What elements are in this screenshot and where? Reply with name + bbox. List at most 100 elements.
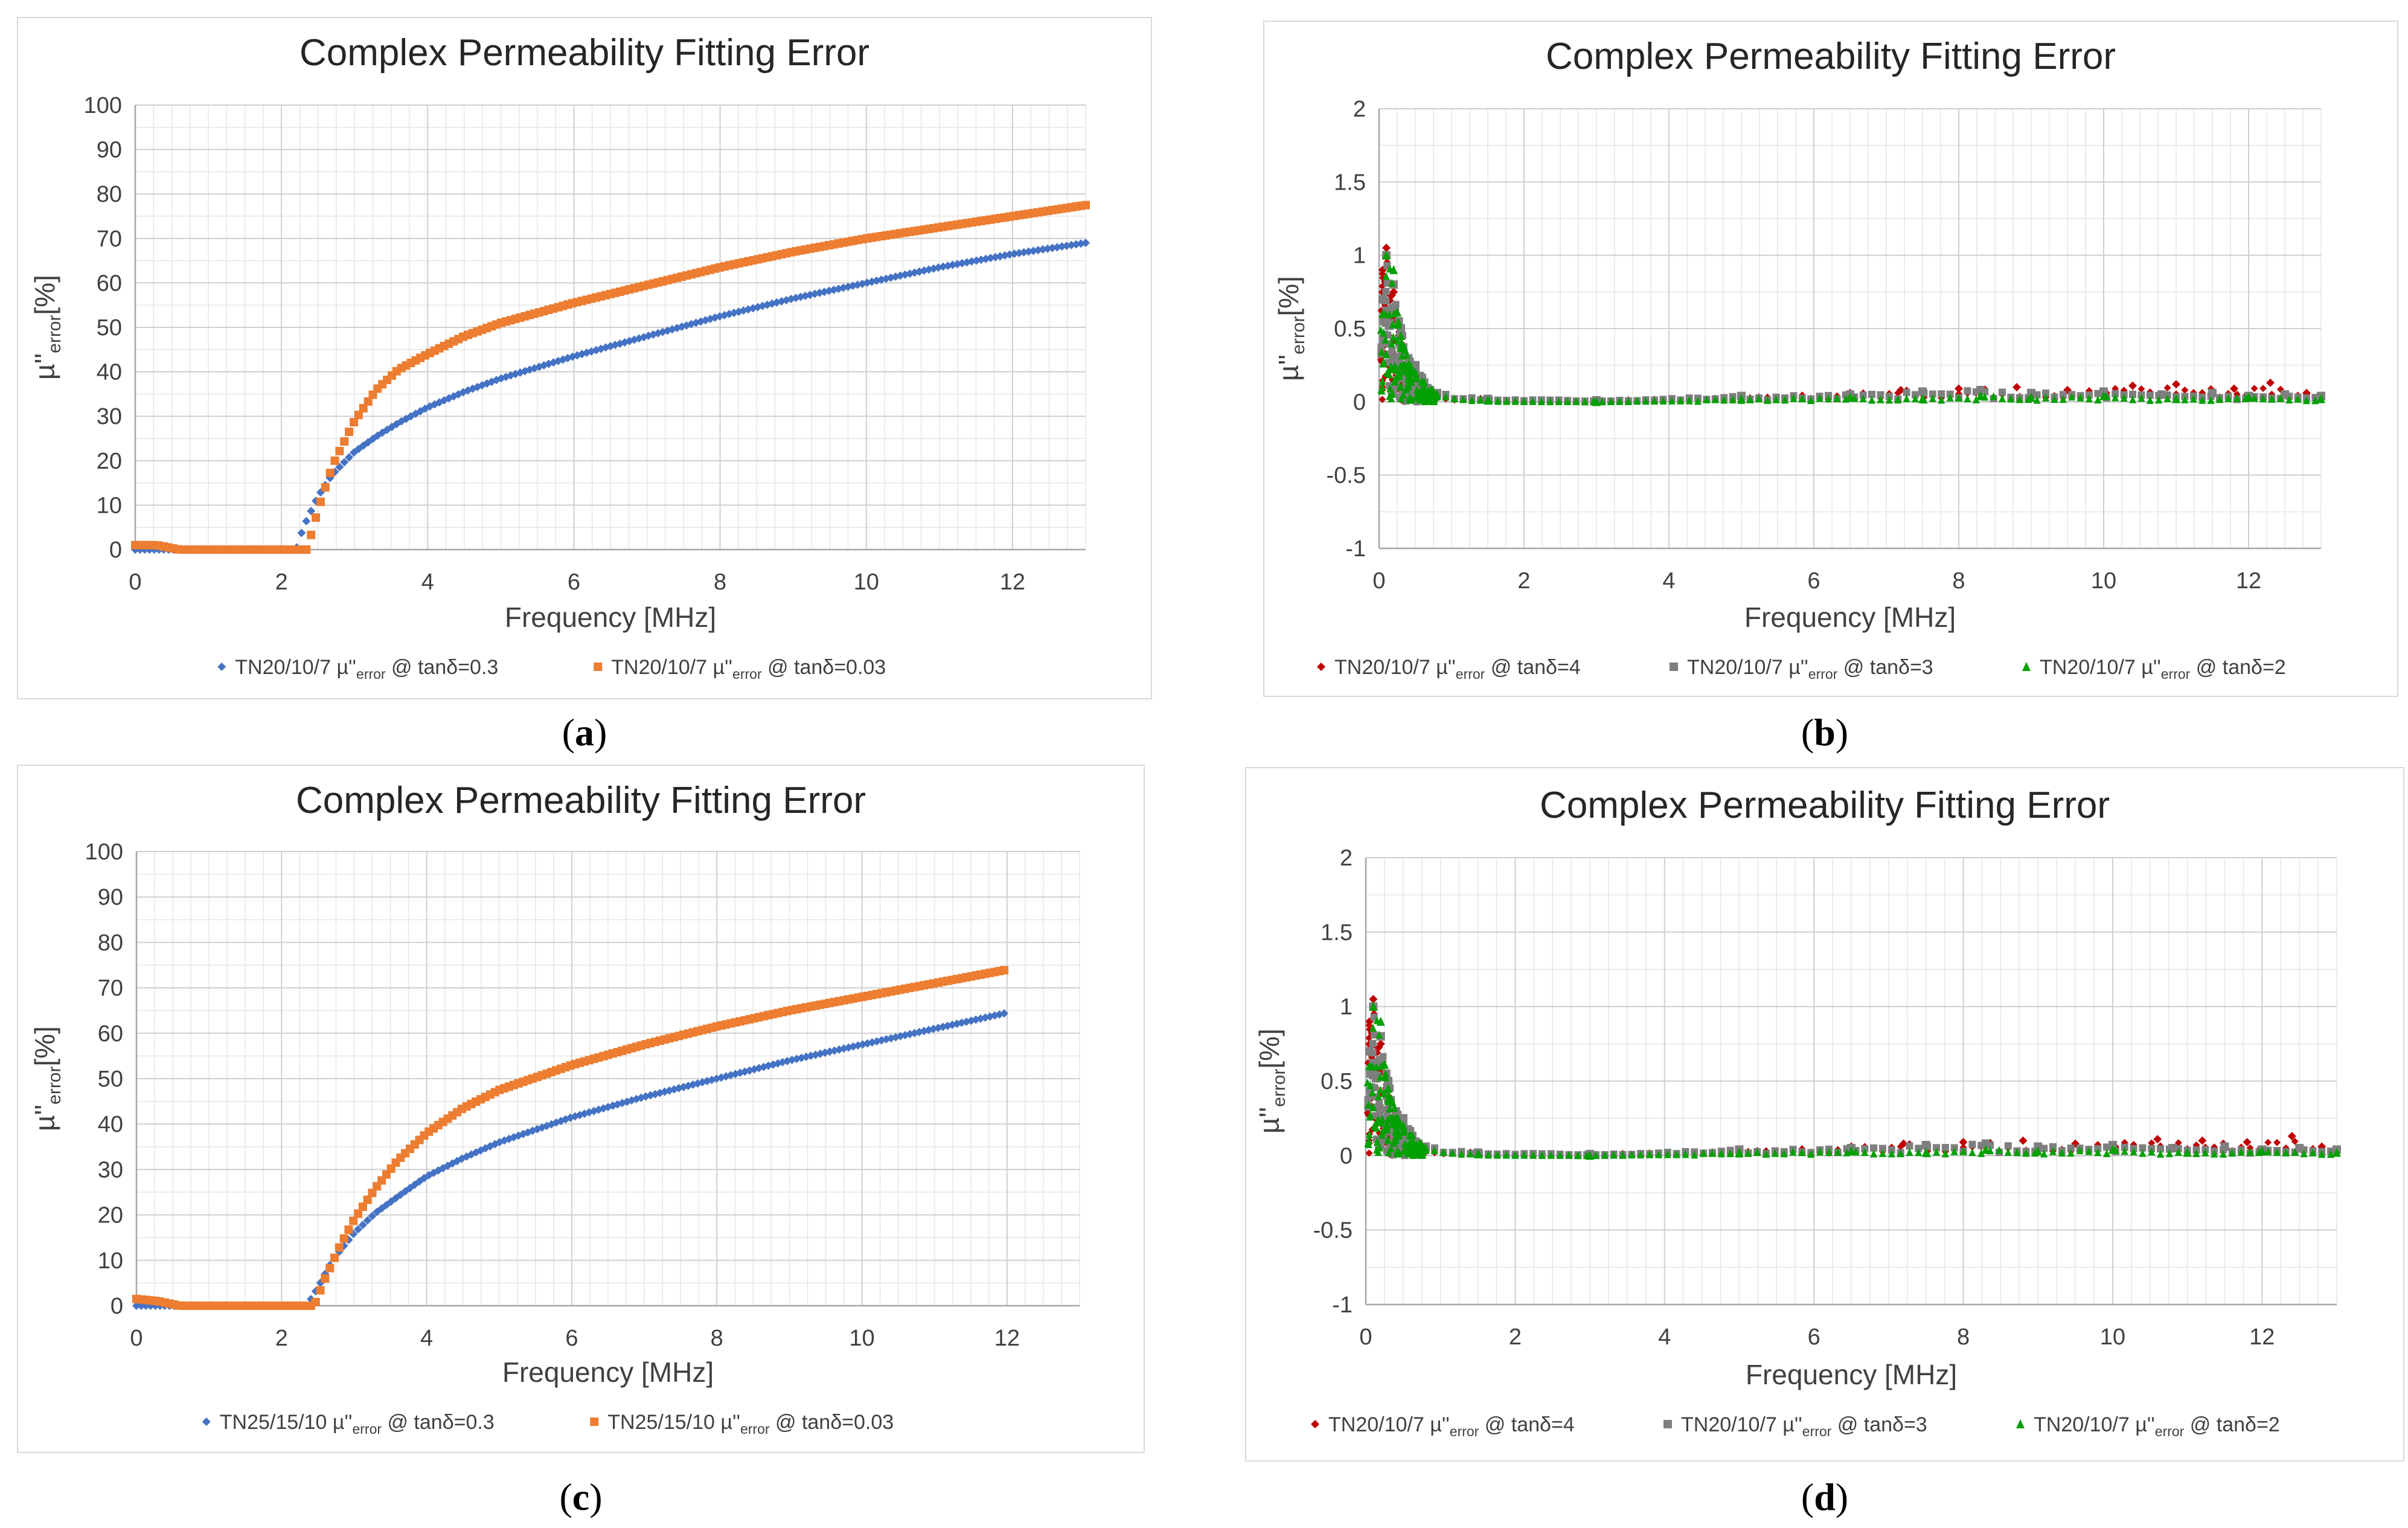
legend-label-main: TN20/10/7 µ'' (1334, 656, 1456, 679)
data-point (1409, 1131, 1417, 1140)
data-point (1404, 368, 1412, 377)
caption-d: (d) (1801, 1475, 1849, 1518)
data-point (2033, 391, 2041, 399)
legend-marker-0 (1311, 1420, 1319, 1428)
data-point (1972, 388, 1980, 396)
data-point (830, 1046, 839, 1055)
data-point (1373, 1138, 1381, 1146)
chart-a: Complex Permeability Fitting Error010203… (17, 17, 1152, 699)
y-tick-label: 20 (98, 1203, 123, 1228)
legend-label-sub: error (1456, 666, 1485, 682)
data-point (1999, 394, 2006, 402)
data-point (1624, 397, 1632, 405)
data-point (2022, 1149, 2030, 1157)
data-point (2019, 1136, 2028, 1145)
y-tick-label: 90 (98, 885, 123, 910)
legend-label-sub: error (356, 666, 386, 682)
x-tick-label: 8 (714, 570, 726, 595)
data-point (1366, 1112, 1374, 1121)
data-point (1590, 397, 1598, 406)
data-point (1449, 1149, 1456, 1157)
legend-item: TN20/10/7 µ''error @ tanδ=0.3 (217, 656, 498, 682)
x-tick-label: 10 (854, 570, 879, 595)
data-point (2051, 395, 2058, 403)
data-point (1365, 1061, 1374, 1071)
data-point (2128, 381, 2137, 390)
x-tick-label: 6 (1807, 568, 1820, 594)
data-point (1520, 1151, 1528, 1159)
data-point (1755, 394, 1763, 403)
x-axis-label: Frequency [MHz] (1746, 1359, 1957, 1390)
data-point (1825, 1148, 1833, 1157)
data-point (2025, 395, 2032, 403)
data-point (2183, 1148, 2191, 1157)
data-point (2211, 1149, 2218, 1158)
y-tick-label: -0.5 (1313, 1218, 1353, 1244)
data-point (359, 403, 368, 412)
legend-label-tail: @ tanδ=0.3 (382, 1411, 495, 1434)
data-point (2294, 394, 2302, 403)
data-point (2198, 396, 2206, 404)
data-point (1877, 395, 1884, 403)
data-point (1389, 355, 1397, 362)
data-point (2165, 1145, 2173, 1153)
data-point (948, 1020, 957, 1029)
legend-item: TN20/10/7 µ''error @ tanδ=3 (1670, 656, 1933, 682)
data-point (1382, 243, 1391, 252)
data-point (1987, 1146, 1994, 1155)
series-1 (132, 966, 1009, 1310)
data-point (1968, 1140, 1976, 1148)
chart-title: Complex Permeability Fitting Error (299, 32, 869, 74)
data-point (1959, 1138, 1968, 1147)
data-point (1950, 1147, 1958, 1155)
y-tick-label: 70 (98, 976, 123, 1001)
data-point (1964, 387, 1971, 395)
legend-label: TN20/10/7 µ''error @ tanδ=2 (2040, 656, 2286, 682)
data-point (1377, 1085, 1385, 1094)
x-tick-label: 12 (2236, 568, 2261, 594)
data-point (1955, 384, 1963, 393)
legend-label: TN25/15/10 µ''error @ tanδ=0.03 (607, 1411, 894, 1437)
data-point (1372, 1062, 1380, 1071)
data-point (1391, 1103, 1398, 1112)
data-point (1382, 350, 1390, 358)
legend-label: TN20/10/7 µ''error @ tanδ=4 (1334, 656, 1581, 682)
data-point (1376, 1039, 1385, 1048)
caption-b: (b) (1801, 711, 1849, 754)
data-point (2266, 378, 2275, 387)
data-point (2264, 1138, 2272, 1146)
y-tick-label: 2 (1340, 846, 1353, 871)
data-point (1977, 1141, 1985, 1149)
chart-panel-b: Complex Permeability Fitting Error -1 -0.5… (1263, 21, 2398, 697)
legend-label: TN20/10/7 µ''error @ tanδ=3 (1687, 656, 1933, 682)
y-tick-label: 0.5 (1334, 316, 1366, 342)
data-point (2112, 1146, 2119, 1154)
data-point (1366, 1081, 1374, 1090)
data-point (1825, 394, 1832, 403)
data-point (1384, 1135, 1392, 1144)
data-point (1081, 201, 1090, 210)
data-point (1397, 394, 1405, 403)
data-point (1391, 377, 1399, 386)
data-point (2153, 1135, 2162, 1144)
data-point (321, 483, 330, 492)
data-point (2004, 1148, 2012, 1156)
data-point (1790, 394, 1798, 402)
data-point (1386, 392, 1394, 400)
data-point (1717, 1149, 1725, 1158)
data-point (335, 446, 344, 455)
y-tick-label: -1 (1345, 536, 1366, 562)
data-point (1433, 392, 1441, 400)
data-point (1735, 1149, 1743, 1158)
x-axis-label: Frequency [MHz] (502, 1356, 714, 1388)
data-point (373, 1207, 382, 1216)
data-point (1385, 1091, 1393, 1099)
data-point (687, 319, 696, 329)
legend-label-tail: @ tanδ=0.03 (762, 656, 886, 679)
data-point (2148, 1139, 2156, 1147)
data-point (1598, 397, 1606, 406)
data-point (2031, 1149, 2039, 1157)
y-tick-label: 20 (97, 449, 122, 474)
data-point (1372, 1146, 1380, 1154)
data-point (2228, 1149, 2236, 1157)
